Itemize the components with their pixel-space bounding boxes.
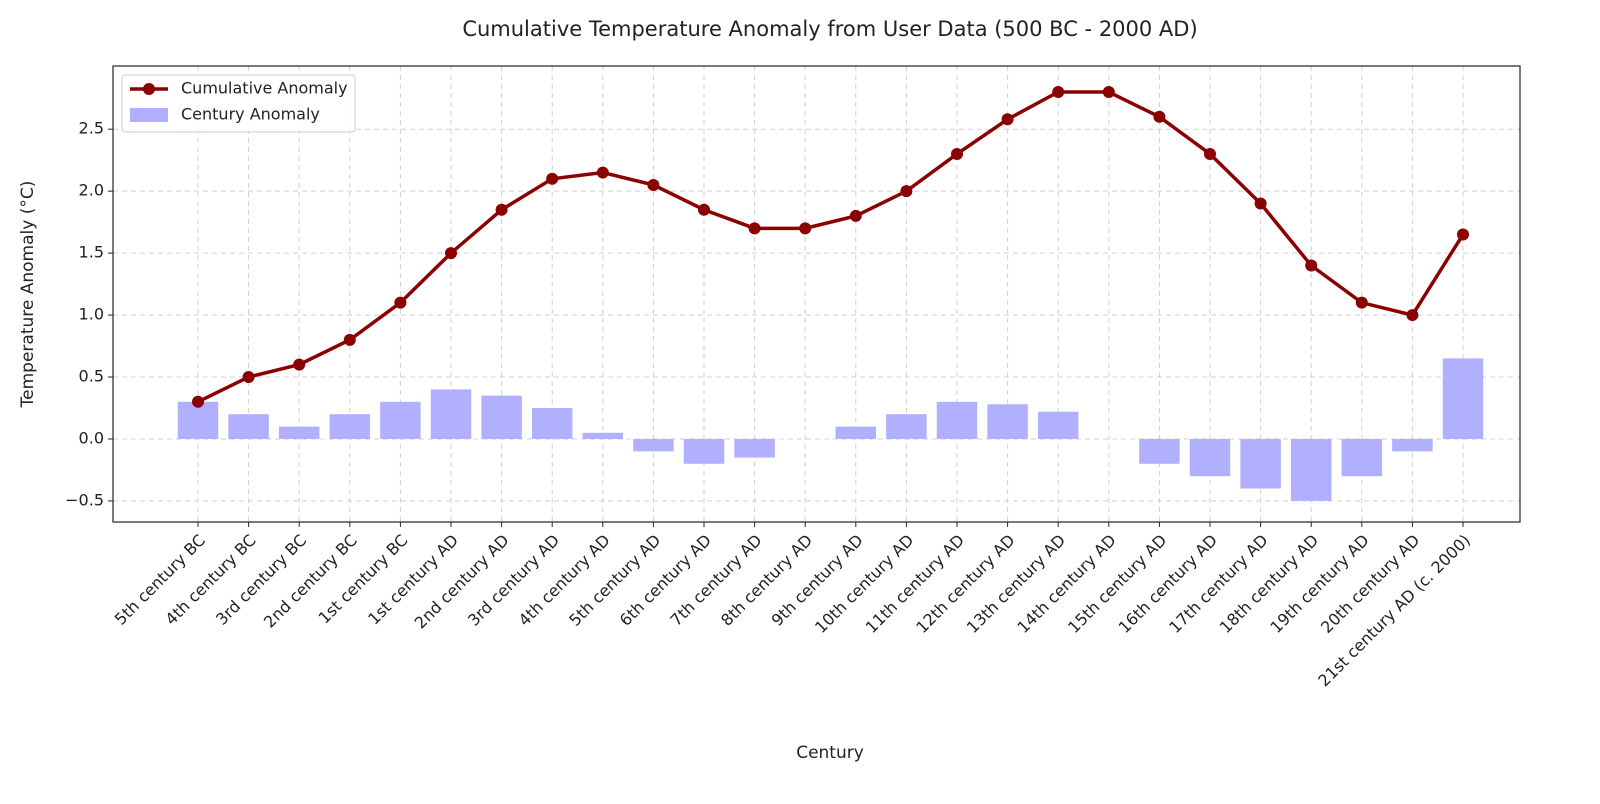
point	[1305, 259, 1318, 272]
point	[849, 209, 862, 222]
x-tick-label: 6th century AD	[616, 531, 715, 630]
point	[445, 247, 457, 260]
y-tick-label: 0.5	[79, 367, 104, 386]
bar	[481, 395, 522, 439]
bar	[1392, 438, 1433, 452]
bar	[582, 432, 624, 439]
bar	[329, 414, 371, 439]
legend-label: Cumulative Anomaly	[181, 79, 348, 98]
bar	[430, 389, 472, 439]
point	[1153, 110, 1166, 123]
y-tick-label: −0.5	[65, 490, 104, 509]
point	[1052, 86, 1065, 99]
y-tick-label: 2.0	[79, 181, 104, 200]
x-tick-label: 5th century BC	[111, 531, 209, 629]
point	[1204, 147, 1216, 160]
x-tick-label: 1st century AD	[364, 531, 462, 629]
point	[293, 358, 306, 371]
x-tick-label: 8th century AD	[717, 531, 816, 630]
bar	[380, 401, 421, 439]
bar	[1037, 411, 1079, 439]
bar	[734, 438, 775, 458]
bar	[633, 438, 674, 452]
y-tick-label: 1.0	[79, 305, 104, 324]
bar	[1139, 438, 1180, 464]
point	[1355, 296, 1368, 309]
x-tick-label: 4th century BC	[161, 531, 259, 629]
x-tick-label: 3rd century AD	[464, 531, 563, 630]
point	[799, 222, 812, 235]
point	[343, 333, 356, 346]
point	[242, 371, 255, 384]
point	[546, 172, 559, 185]
bar	[835, 426, 877, 439]
bar	[1341, 438, 1383, 477]
bar	[1189, 438, 1231, 477]
bar	[278, 426, 320, 439]
x-tick-label: 2nd century BC	[260, 531, 361, 632]
y-tick-label: 2.5	[79, 119, 104, 138]
point	[698, 203, 710, 216]
x-tick-label: 5th century AD	[565, 531, 664, 630]
point	[900, 185, 913, 198]
x-tick-label: 9th century AD	[768, 531, 867, 630]
bar	[177, 401, 219, 439]
bar	[1442, 358, 1484, 439]
bar	[683, 438, 725, 464]
x-axis-label: Century	[796, 743, 864, 763]
legend-label: Century Anomaly	[181, 105, 320, 124]
point	[1102, 86, 1115, 99]
point	[951, 147, 963, 160]
point	[596, 166, 609, 179]
legend-swatch	[130, 108, 168, 122]
bar	[886, 414, 927, 439]
grid	[113, 66, 1520, 522]
legend-box	[121, 74, 356, 133]
bar	[531, 408, 573, 439]
y-axis-label: Temperature Anomaly (°C)	[18, 181, 38, 409]
x-tick-label: 1st century BC	[314, 531, 411, 628]
point	[1457, 228, 1469, 241]
point	[647, 178, 660, 191]
bar	[936, 401, 978, 439]
point	[1254, 197, 1267, 210]
x-tick-label: 4th century AD	[515, 531, 614, 630]
line	[197, 90, 1465, 404]
x-tick-label: 7th century AD	[666, 531, 765, 630]
y-tick-label: 1.5	[79, 243, 104, 262]
point	[748, 222, 761, 235]
point	[394, 296, 407, 309]
x-tick-label: 3rd century BC	[212, 531, 310, 629]
legend: Cumulative Anomaly Century Anomaly	[121, 74, 356, 133]
legend-marker	[143, 83, 155, 95]
plot-frame	[112, 65, 1521, 523]
bar	[228, 414, 269, 439]
point	[1001, 113, 1014, 126]
point	[495, 203, 508, 216]
bar	[1290, 438, 1332, 501]
bar	[987, 404, 1028, 439]
chart-title: Cumulative Temperature Anomaly from User…	[462, 17, 1197, 41]
y-tick-label: 0.0	[79, 428, 104, 447]
point	[192, 395, 204, 408]
x-tick-label: 2nd century AD	[411, 531, 513, 633]
point	[1406, 309, 1419, 322]
bar	[1240, 438, 1281, 489]
